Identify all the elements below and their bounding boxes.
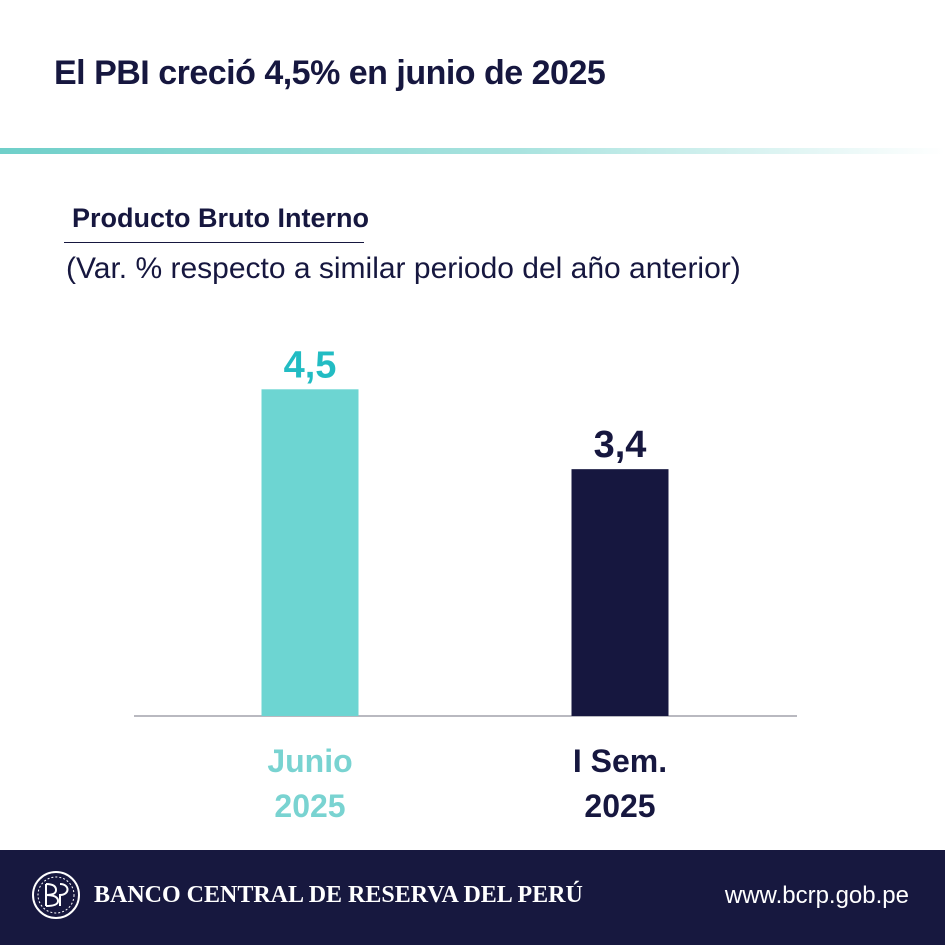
website-link[interactable]: www.bcrp.gob.pe xyxy=(724,882,909,909)
footer-bar: BANCO CENTRAL DE RESERVA DEL PERÚ www.bc… xyxy=(0,850,945,945)
value-label-0: 4,5 xyxy=(284,344,337,386)
accent-divider xyxy=(0,148,945,154)
chart-title-underline xyxy=(64,242,364,243)
bcrp-seal-icon xyxy=(32,871,80,919)
value-label-1: 3,4 xyxy=(594,424,647,466)
category-label-0-line-0: Junio xyxy=(267,743,352,779)
bar-0 xyxy=(261,389,359,716)
chart-subtitle: (Var. % respecto a similar periodo del a… xyxy=(66,252,741,285)
category-label-1-line-1: 2025 xyxy=(584,788,655,824)
category-label-1-line-0: I Sem. xyxy=(573,743,667,779)
chart-title: Producto Bruto Interno xyxy=(72,203,369,233)
category-label-0-line-1: 2025 xyxy=(274,788,345,824)
bank-name: BANCO CENTRAL DE RESERVA DEL PERÚ xyxy=(94,882,583,908)
bar-1 xyxy=(571,469,669,716)
page-title: El PBI creció 4,5% en junio de 2025 xyxy=(54,54,606,92)
bar-chart: 4,5 Junio 2025 3,4 I Sem. 2025 xyxy=(134,344,797,824)
